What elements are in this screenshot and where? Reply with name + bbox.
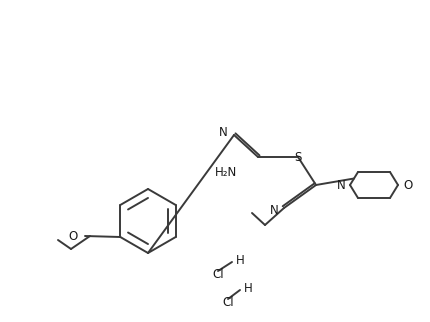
Text: H: H	[243, 281, 252, 295]
Text: S: S	[294, 150, 301, 164]
Text: N: N	[336, 178, 345, 192]
Text: N: N	[219, 126, 227, 138]
Text: H: H	[236, 253, 244, 267]
Text: N: N	[270, 204, 278, 216]
Text: O: O	[402, 178, 411, 192]
Text: H₂N: H₂N	[214, 166, 236, 178]
Text: O: O	[69, 230, 78, 242]
Text: Cl: Cl	[212, 268, 223, 280]
Text: Cl: Cl	[221, 296, 233, 308]
